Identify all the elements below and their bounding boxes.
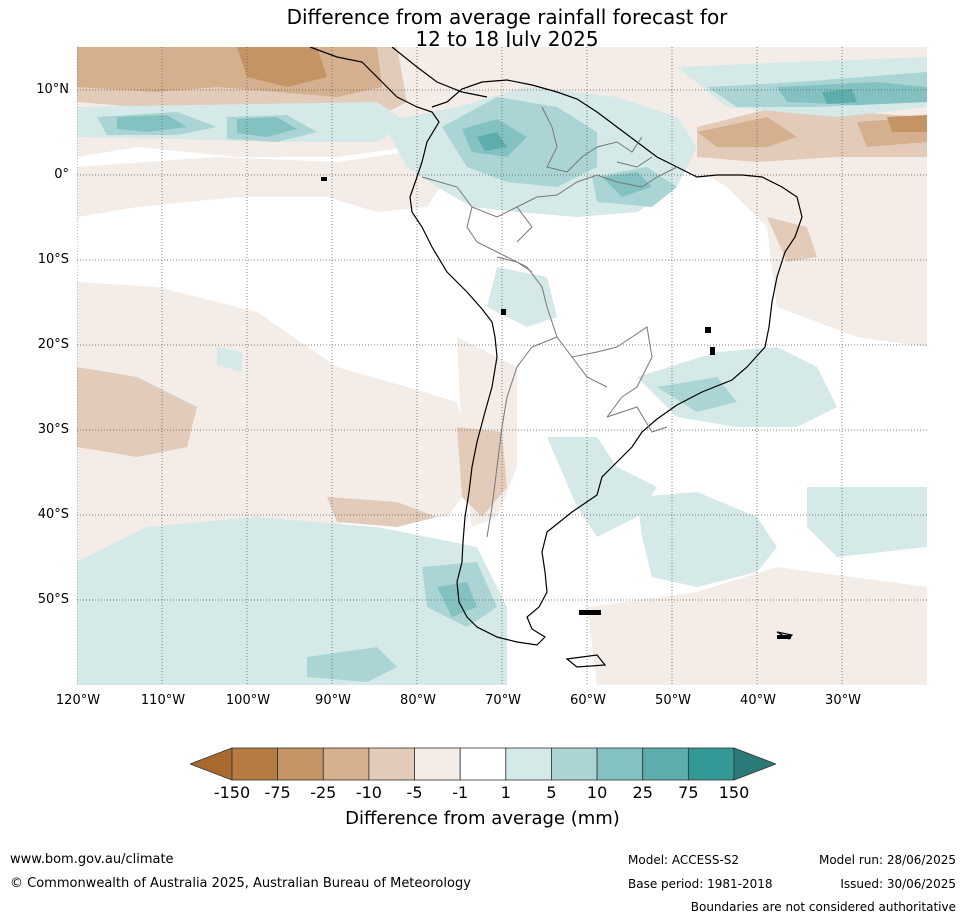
lon-label-100w: 100°W [225,693,271,708]
colorbar-segment [596,747,644,781]
lon-label-40w: 40°W [740,693,776,708]
footer-url: www.bom.gov.au/climate [10,852,174,867]
colorbar-tick-label: -5 [406,783,423,802]
lat-label-40s: 40°S [37,507,69,522]
lat-label-0: 0° [54,167,69,182]
colorbar-extend-high [733,747,776,781]
colorbar-segment [642,747,689,781]
footer-copyright: © Commonwealth of Australia 2025, Austra… [10,876,471,891]
rainfall-anomaly-map [77,47,927,685]
colorbar-segment [368,747,415,781]
colorbar-tick-label: 5 [546,783,557,802]
footer-model-run: Model run: 28/06/2025 [818,853,956,867]
footer-model: Model: ACCESS-S2 [628,853,740,867]
footer-base-period: Base period: 1981-2018 [628,877,773,891]
footer-disclaimer: Boundaries are not considered authoritat… [690,900,956,914]
lat-label-10n: 10°N [36,82,69,97]
colorbar-extend-low [190,747,233,781]
country-borders [421,106,678,538]
colorbar-segment [505,747,552,781]
lat-label-20s: 20°S [37,337,69,352]
colorbar-tick-label: 1 [500,783,511,802]
colorbar-segment [277,747,324,781]
colorbar-tick-label: 150 [718,783,750,802]
lat-label-50s: 50°S [37,592,69,607]
lon-label-30w: 30°W [825,693,861,708]
colorbar-tick-label: -25 [310,783,337,802]
lat-label-10s: 10°S [37,252,69,267]
colorbar-tick-label: 25 [632,783,653,802]
coastline [309,47,803,668]
lon-label-120w: 120°W [55,693,101,708]
colorbar-segment [551,747,598,781]
lon-label-80w: 80°W [400,693,436,708]
colorbar-label: Difference from average (mm) [345,808,620,829]
islands [321,177,791,639]
lat-label-30s: 30°S [37,422,69,437]
lon-label-50w: 50°W [655,693,691,708]
wet-very-strong-regions [477,89,857,151]
colorbar-tick-label: -75 [264,783,291,802]
colorbar-tick-label: -1 [452,783,469,802]
colorbar-tick-label: -10 [355,783,382,802]
lon-label-110w: 110°W [140,693,186,708]
lon-label-70w: 70°W [485,693,521,708]
footer-issued: Issued: 30/06/2025 [840,877,956,891]
colorbar-tick-label: 10 [586,783,608,802]
colorbar-segment [231,747,279,781]
lon-label-90w: 90°W [315,693,351,708]
colorbar-segment [687,747,735,781]
colorbar-segment [414,747,461,781]
colorbar-segment [459,747,507,781]
lon-label-60w: 60°W [570,693,606,708]
colorbar [190,747,776,781]
dry-very-strong-regions [237,47,927,132]
graticule [77,47,927,685]
colorbar-tick-label: -150 [213,783,251,802]
map-title-line1: Difference from average rainfall forecas… [286,5,728,29]
colorbar-tick-label: 75 [678,783,699,802]
map-canvas [77,47,927,685]
colorbar-segment [322,747,370,781]
map-title-line2: 12 to 18 July 2025 [415,27,599,51]
